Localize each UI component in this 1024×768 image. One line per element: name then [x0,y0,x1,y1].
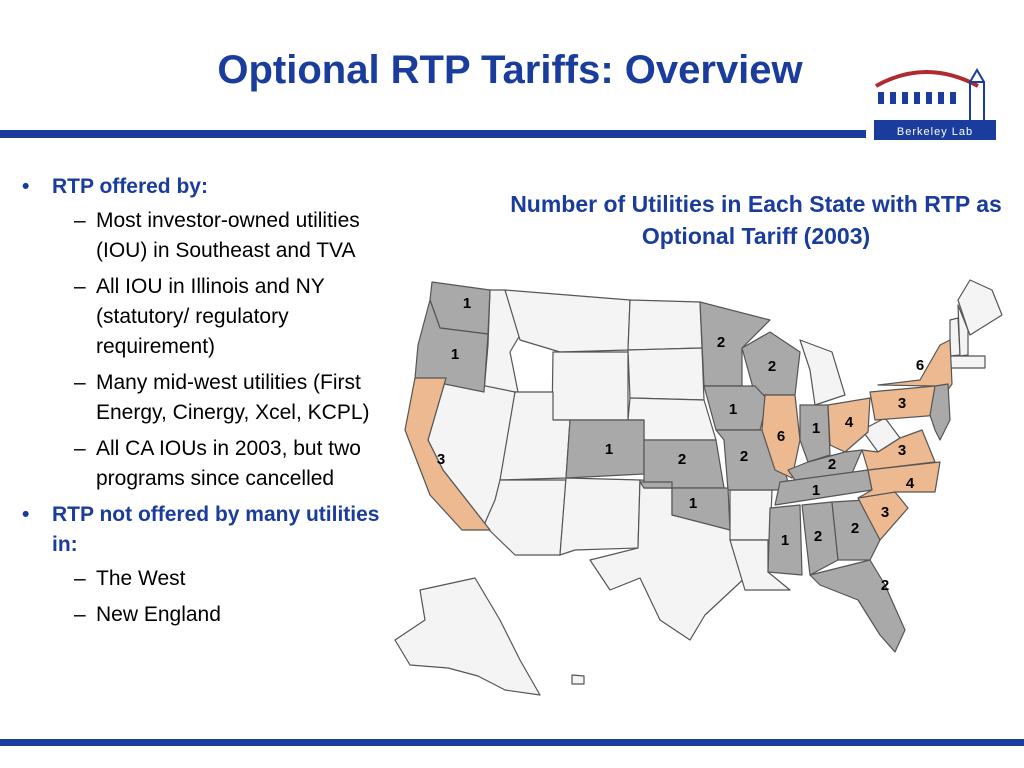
count-ia: 1 [729,401,737,418]
count-ks: 2 [678,451,686,468]
state-ar [729,489,773,541]
count-ms: 1 [781,532,789,549]
count-il: 6 [777,428,785,445]
count-wi: 2 [768,358,776,375]
count-ca: 3 [437,451,445,468]
sub-bullet: – All CA IOUs in 2003, but two programs s… [74,437,361,490]
count-oh: 4 [845,414,854,431]
state-ca [404,377,491,531]
count-tn: 1 [812,482,820,499]
bullet-rtp-offered: • RTP offered by: [22,175,208,198]
state-va [861,429,936,471]
count-co: 1 [605,441,613,458]
state-me [957,279,1003,336]
state-wy [551,351,629,421]
state-ak [394,577,541,696]
count-fl: 2 [881,577,889,594]
count-al: 2 [814,528,822,545]
count-va: 3 [898,442,906,459]
state-hi [571,674,585,685]
state-ok [639,481,731,531]
sub-bullet: – Many mid-west utilities (First Energy, … [74,371,370,424]
count-in: 1 [812,420,820,437]
sub-bullet: – The West [74,567,186,590]
state-ma [947,355,986,369]
logo-tower [969,68,985,123]
count-ky: 2 [828,456,836,473]
logo-arches [878,92,956,104]
map-title: Number of Utilities in Each State with R… [510,191,1002,249]
state-count-labels: 1 1 3 1 2 2 1 2 2 1 6 1 4 2 1 1 2 2 2 3 … [437,295,924,594]
state-fl [809,559,906,653]
state-oh [827,397,871,453]
berkeley-lab-logo: Berkeley Lab [866,62,1000,150]
count-sc: 3 [881,504,889,521]
state-nc [857,461,941,499]
count-ok: 1 [689,495,697,512]
sub-bullet: – Most investor-owned utilities (IOU) in … [74,209,360,262]
state-mi [799,339,846,406]
count-nc: 4 [906,475,915,492]
state-mt [504,289,631,353]
state-sd [627,347,705,401]
slide-title: Optional RTP Tariffs: Overview [217,48,803,92]
us-state-map: 1 1 3 1 2 2 1 2 2 1 6 1 4 2 1 1 2 2 2 3 … [394,279,1003,696]
count-ny: 6 [916,357,924,374]
bullet-rtp-not-offered: • RTP not offered by many utilities in: [22,503,380,556]
count-or: 1 [451,346,459,363]
state-nm [559,477,641,556]
state-or [414,299,489,393]
state-nd [627,299,703,351]
sub-bullet: – All IOU in Illinois and NY (statutory/ … [74,275,325,358]
logo-plate [874,120,996,140]
logo-wordmark: Berkeley Lab [897,126,973,138]
state-la [729,539,791,591]
count-wa: 1 [463,295,471,312]
count-mn: 2 [717,334,725,351]
count-pa: 3 [898,395,906,412]
states-without-rtp [394,279,1003,696]
state-ms [767,504,803,576]
states-with-rtp [404,281,953,653]
state-il [761,394,801,479]
title-rule [0,130,866,138]
count-mo: 2 [740,448,748,465]
footer-rule [0,739,1024,746]
bullet-list: • RTP offered by: – Most investor-owned ut… [18,172,408,636]
count-ga: 2 [851,520,859,537]
state-mid-atlantic [929,383,951,441]
logo-arc [875,70,979,88]
sub-bullet: – New England [74,603,221,626]
state-mn [699,301,771,387]
